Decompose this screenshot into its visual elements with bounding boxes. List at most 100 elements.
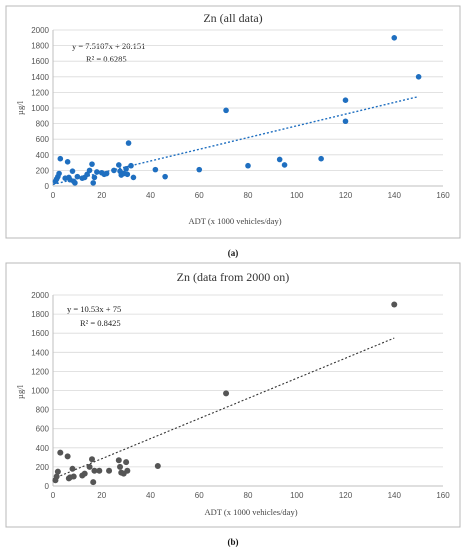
chart-b-data-point [391,301,398,308]
chart-a-data-point [415,74,422,80]
chart-b-equation: y = 10.53x + 75 [67,304,121,314]
chart-b-data-point [223,390,230,397]
chart-a-data-point [342,97,349,103]
chart-a-data-point [74,173,81,180]
chart-a-xtick-label: 160 [436,191,450,200]
chart-b-ytick-label: 400 [36,444,50,453]
chart-a-ytick-label: 400 [36,151,50,160]
chart-b-data-point [96,467,103,474]
chart-a-ytick-label: 800 [36,120,50,129]
chart-panel-b: Zn (data from 2000 on) µg/l ADT (x 1000 … [5,262,461,528]
chart-a-xtick-label: 20 [97,191,106,200]
chart-a-data-point [123,166,129,172]
chart-b-data-point [53,473,60,480]
chart-a-data-point [94,169,100,175]
chart-b-data-point [117,463,124,470]
chart-b-ylabel: µg/l [15,384,25,399]
chart-a-frame [5,5,461,239]
chart-a-plot-area: 0 200 400 600 800 1000 1200 1400 1600 1800 2000 0 20… [31,26,450,200]
chart-a-data-point [91,174,98,181]
chart-b-xtick-label: 20 [97,491,106,500]
chart-b-data-point [90,479,97,486]
chart-a-data-point [152,166,159,173]
chart-b-plot-area: 0 200 400 600 800 1000 1200 1400 1600 1800 2000 0 20… [31,291,450,500]
chart-b-xtick-label: 100 [290,491,304,500]
chart-a-xtick-label: 60 [195,191,204,200]
chart-a-xtick-label: 120 [339,191,353,200]
chart-a-data-point [89,161,95,167]
chart-a-ytick-label: 1800 [31,42,49,51]
chart-b-data-point [54,468,61,475]
chart-a-equation: y = 7.5107x + 20.151 [72,41,145,51]
chart-b-data-point [57,449,64,456]
chart-a-data-point [125,140,132,146]
chart-a-title: Zn (all data) [203,11,262,25]
chart-a-data-point [56,170,62,177]
chart-b-data-point [91,467,98,474]
chart-a-ylabel: µg/l [15,100,25,115]
chart-a-data-point [245,162,251,169]
chart-a-ytick-label: 200 [36,166,50,175]
chart-a-data-point [196,166,203,173]
chart-a-ytick-label: 600 [36,135,50,144]
chart-a-data-point [130,174,137,181]
chart-a-data-point [162,173,168,180]
chart-b-ytick-label: 200 [36,463,50,472]
chart-a-xtick-label: 140 [388,191,402,200]
chart-b-xtick-label: 140 [388,491,402,500]
chart-a-data-point [69,168,76,174]
chart-a-data-point [64,159,71,165]
chart-b-ytick-label: 800 [36,406,50,415]
chart-b-ytick-label: 600 [36,425,50,434]
chart-b-ytick-label: 1000 [31,387,49,396]
chart-a-data-point [72,180,78,186]
chart-b-xtick-label: 120 [339,491,353,500]
chart-b-data-point [123,459,130,466]
chart-a-xtick-label: 40 [146,191,155,200]
chart-b-data-point [64,453,71,460]
chart-b-ytick-label: 2000 [31,291,49,300]
chart-a-ytick-label: 1400 [31,73,49,82]
chart-b-frame [5,262,461,528]
chart-a-ytick-label: 1200 [31,88,49,97]
chart-b-data-point [81,470,88,477]
chart-a-data-point [111,167,117,174]
chart-a-r2: R² = 0.6285 [86,54,127,64]
chart-a-ytick-label: 2000 [31,26,49,35]
chart-b-data-point [115,457,122,464]
chart-a-xlabel: ADT (x 1000 vehicles/day) [188,216,281,226]
chart-b-xtick-label: 60 [195,491,204,500]
chart-b-data-point [154,462,161,469]
chart-b-ytick-label: 1800 [31,310,49,319]
chart-b-xtick-label: 80 [244,491,253,500]
chart-b-data-point [89,456,95,463]
chart-a-data-point [391,35,398,41]
chart-b-title: Zn (data from 2000 on) [177,270,290,284]
chart-b-r2: R² = 0.8425 [80,318,121,328]
chart-b-data-point [86,463,93,470]
chart-a-data-point [342,118,349,125]
chart-a-ytick-label: 0 [45,182,50,191]
chart-a-data-point [281,162,288,168]
chart-b-ytick-label: 0 [45,482,50,491]
chart-a-data-point [86,167,93,174]
chart-b-data-point [70,473,77,480]
chart-a-data-point [276,156,283,163]
chart-panel-a: Zn (all data) µg/l ADT (x 1000 vehicles/… [5,5,461,239]
chart-b-xtick-label: 0 [51,491,56,500]
chart-a-data-point [124,171,131,178]
chart-a-ytick-label: 1000 [31,104,49,113]
panel-b-label: (b) [228,537,239,547]
chart-a-ytick-label: 1600 [31,57,49,66]
chart-a-data-point [128,162,134,169]
chart-a-data-point [318,155,324,162]
chart-a-trendline [52,95,419,186]
chart-a-data-point [223,107,229,114]
chart-a-data-point [90,180,97,186]
chart-b-data-point [106,467,113,474]
chart-a-xtick-label: 100 [290,191,304,200]
chart-b-ytick-label: 1600 [31,329,49,338]
chart-b-xlabel: ADT (x 1000 vehicles/day) [204,507,297,517]
chart-a-data-point [116,162,122,168]
